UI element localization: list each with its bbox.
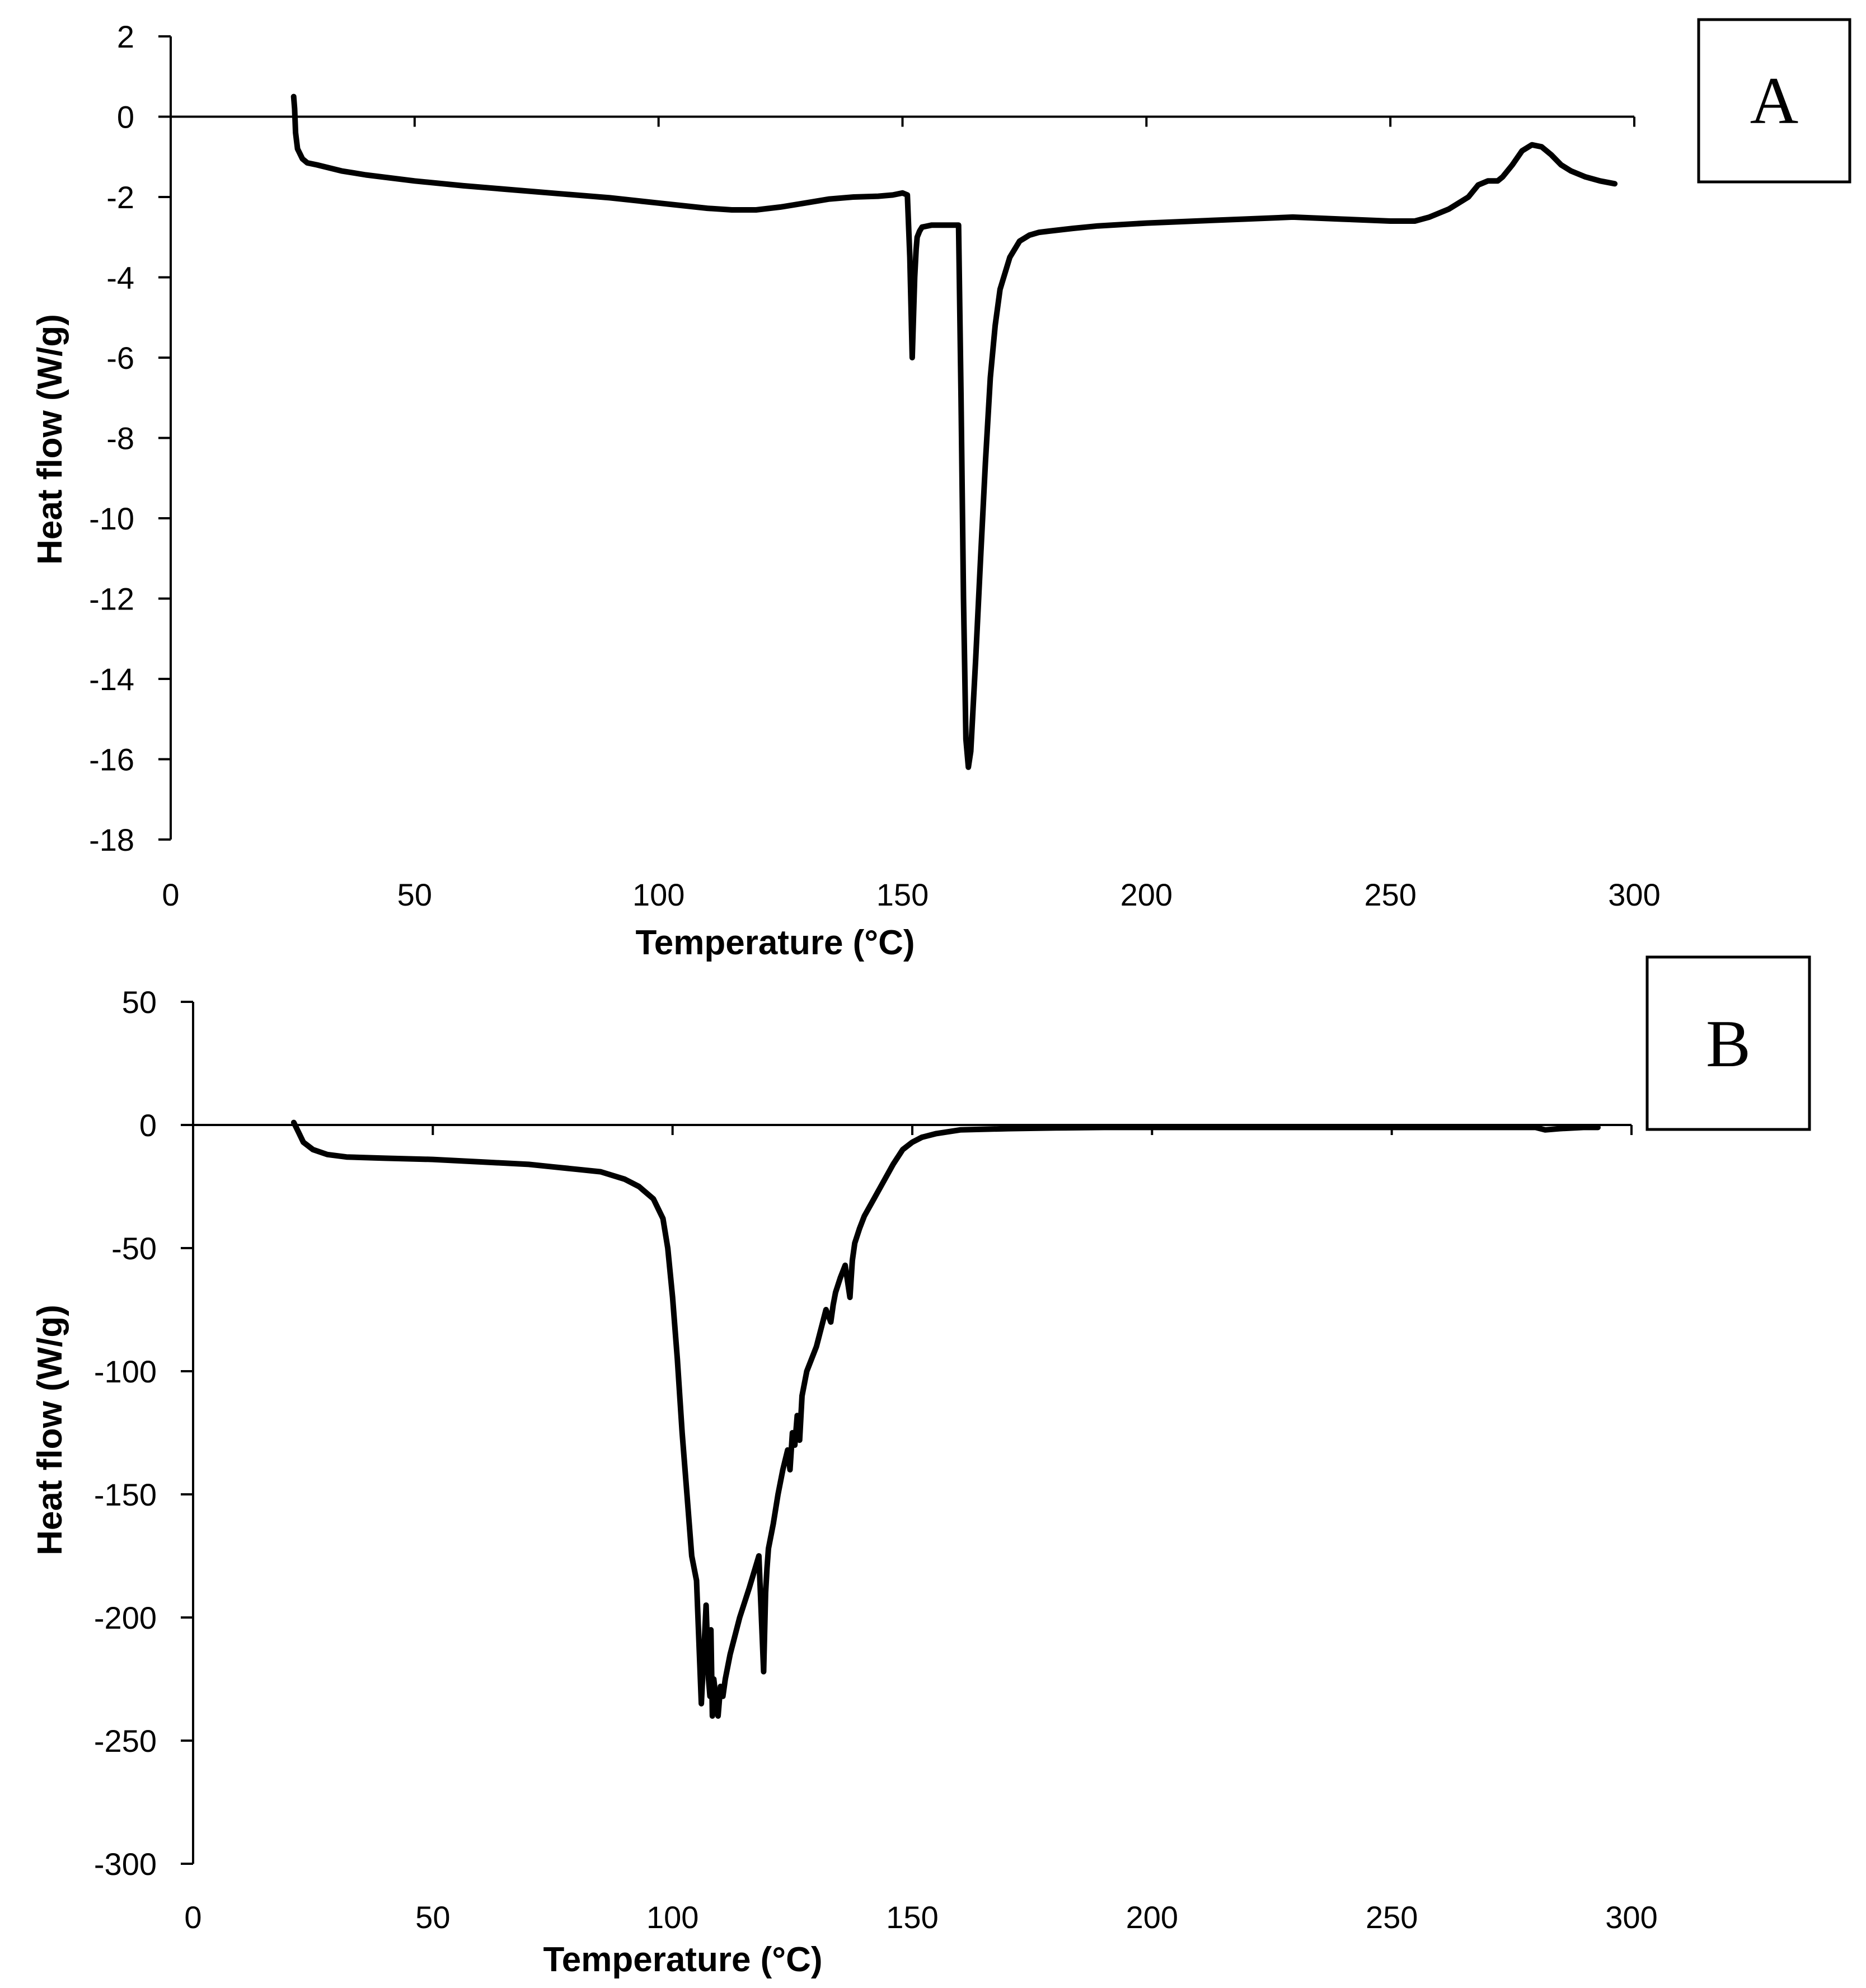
- panel-b-x-tick-label: 0: [184, 1900, 201, 1935]
- panel-a-label-box: [1697, 18, 1851, 184]
- panel-a-x-tick-label: 250: [1364, 877, 1416, 912]
- panel-a-y-tick-label: -16: [89, 742, 134, 777]
- panel-b-y-tick-label: 50: [122, 984, 157, 1020]
- panel-a-y-tick-label: -6: [106, 340, 134, 376]
- panel-a-x-tick-label: 150: [876, 877, 929, 912]
- panel-b-tick-labels: 50 0 -50 -100 -150 -200 -250 -300 0 50 100 150 200 25…: [94, 984, 1658, 1935]
- panel-a-x-axis-title: Temperature (°C): [635, 923, 915, 962]
- panel-b-y-tick-label: -250: [94, 1723, 157, 1759]
- chart-panel-b: 50 0 -50 -100 -150 -200 -250 -300 0 50 100 150 200 25…: [31, 955, 1811, 1979]
- panel-a-y-tick-label: -18: [89, 822, 134, 857]
- panel-a-x-tick-label: 200: [1120, 877, 1173, 912]
- panel-a-y-tick-label: 0: [117, 100, 134, 135]
- panel-b-label-box: [1645, 955, 1811, 1131]
- panel-a-x-tick-label: 100: [632, 877, 684, 912]
- panel-a-x-tick-label: 50: [397, 877, 432, 912]
- panel-a-y-tick-label: -14: [89, 662, 134, 697]
- panel-b-label: B: [1706, 1006, 1751, 1081]
- panel-b-x-axis-title: Temperature (°C): [543, 1940, 822, 1979]
- panel-b-ticks: [181, 1001, 1633, 1865]
- panel-a-series: [290, 93, 1618, 770]
- panel-b-y-axis-title: Heat flow (W/g): [31, 1305, 69, 1555]
- panel-a-tick-labels: 2 0 -2 -4 -6 -8 -10 -12 -14 -16 -18 0 50 100 150 200 250…: [89, 19, 1661, 912]
- chart-panel-a: 2 0 -2 -4 -6 -8 -10 -12 -14 -16 -18 0 50 100 150 200 250…: [31, 18, 1851, 962]
- panel-b-y-tick-label: -50: [111, 1231, 157, 1266]
- panel-b-y-tick-label: -100: [94, 1354, 157, 1389]
- panel-b-x-tick-label: 100: [646, 1900, 698, 1935]
- panel-a-series-line: [290, 93, 1618, 770]
- panel-b-series: [290, 1119, 1601, 1719]
- panel-a-y-axis-title: Heat flow (W/g): [31, 314, 69, 565]
- panel-a-y-tick-label: 2: [117, 19, 134, 54]
- panel-b-y-tick-label: -150: [94, 1477, 157, 1512]
- panel-a-y-tick-label: -8: [106, 421, 134, 456]
- panel-b-series-line: [290, 1119, 1601, 1719]
- panel-a-y-tick-label: -12: [89, 582, 134, 617]
- panel-a-ticks: [158, 35, 1635, 841]
- panel-a-label: A: [1750, 63, 1799, 138]
- panel-b-x-tick-label: 150: [886, 1900, 938, 1935]
- panel-a-y-tick-label: -10: [89, 501, 134, 536]
- panel-b-x-tick-label: 250: [1366, 1900, 1418, 1935]
- panel-a-y-tick-label: -2: [106, 180, 134, 215]
- panel-b-x-tick-label: 200: [1126, 1900, 1178, 1935]
- panel-b-y-tick-label: 0: [139, 1108, 157, 1143]
- panel-b-y-tick-label: -200: [94, 1600, 157, 1635]
- panel-b-y-tick-label: -300: [94, 1846, 157, 1882]
- panel-b-x-tick-label: 50: [415, 1900, 450, 1935]
- panel-a-y-tick-label: -4: [106, 260, 134, 296]
- panel-b-x-tick-label: 300: [1605, 1900, 1657, 1935]
- panel-a-x-tick-label: 0: [162, 877, 179, 912]
- panel-a-x-tick-label: 300: [1608, 877, 1660, 912]
